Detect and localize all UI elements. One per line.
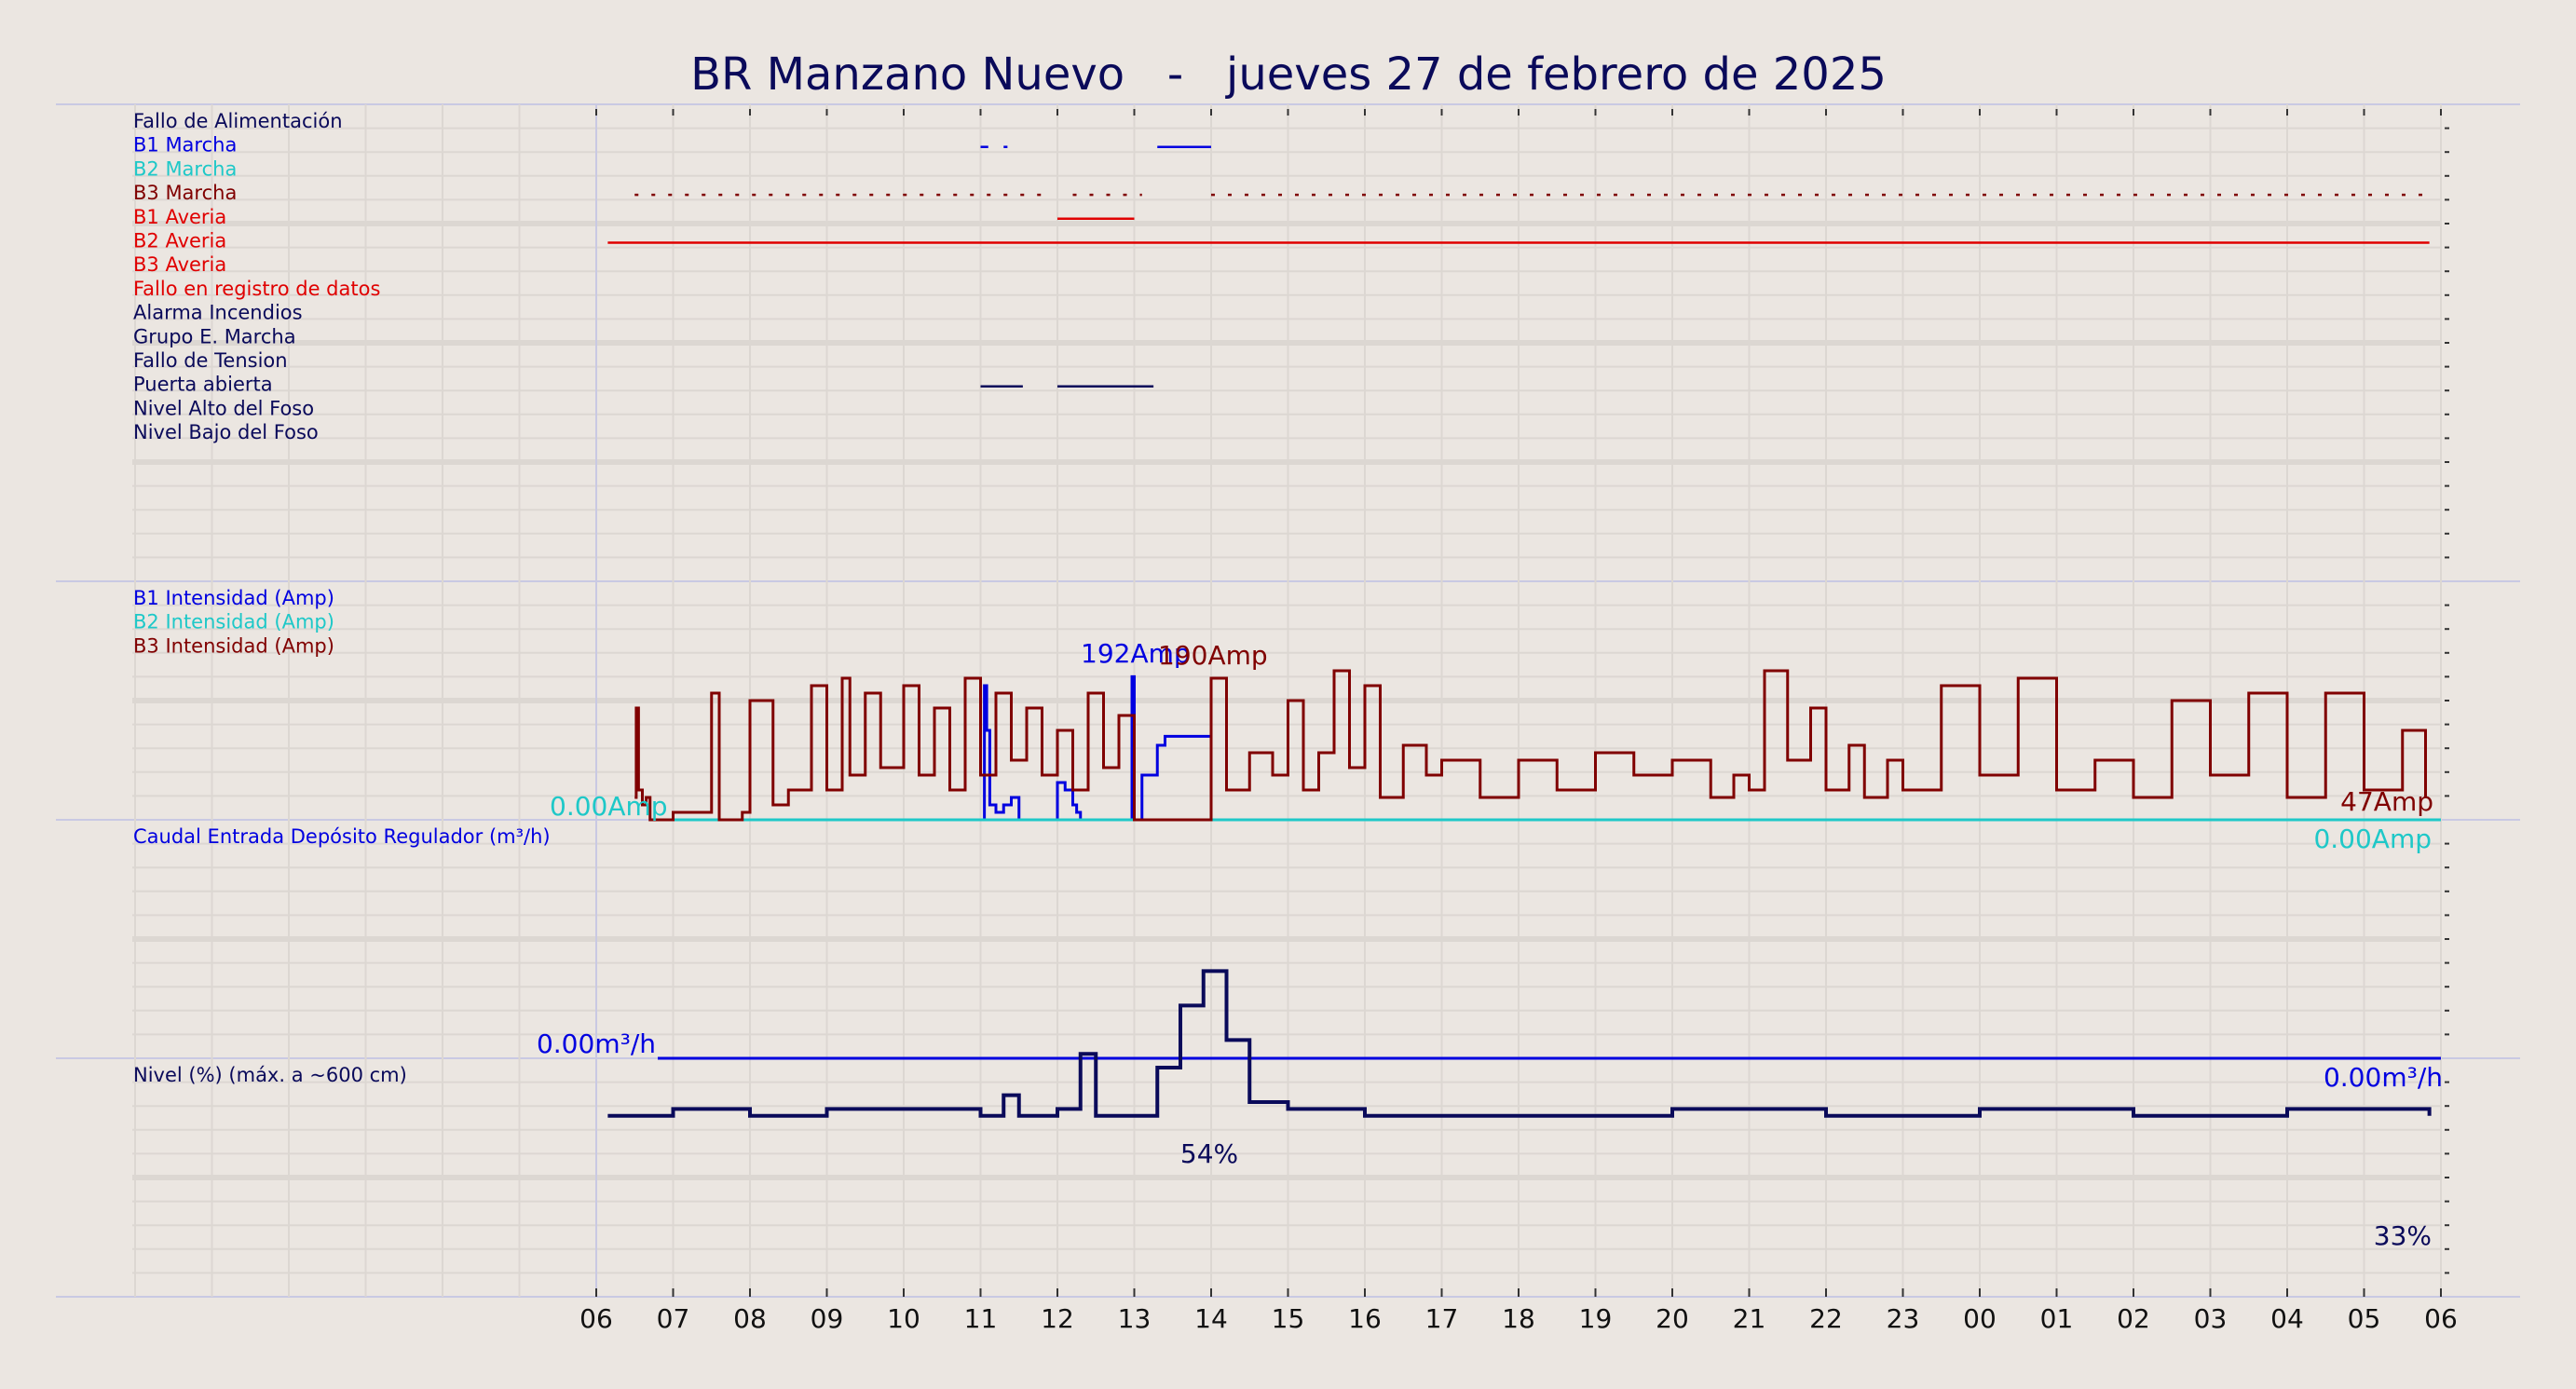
x-tick-label: 00 bbox=[1963, 1303, 1997, 1334]
legend-label: B2 Marcha bbox=[133, 157, 237, 180]
data-label: 54% bbox=[1180, 1138, 1238, 1169]
data-label: 190Amp bbox=[1158, 640, 1268, 671]
x-tick-label: 01 bbox=[2040, 1303, 2074, 1334]
legend-label: B2 Averia bbox=[133, 230, 226, 252]
x-tick-label: 18 bbox=[1502, 1303, 1535, 1334]
x-tick-label: 05 bbox=[2348, 1303, 2381, 1334]
legend-label: B3 Intensidad (Amp) bbox=[133, 634, 334, 657]
legend-label: B1 Averia bbox=[133, 206, 226, 228]
legend-label: Caudal Entrada Depósito Regulador (m³/h) bbox=[133, 825, 551, 848]
legend-label: B3 Averia bbox=[133, 253, 226, 276]
data-label: 33% bbox=[2374, 1220, 2432, 1251]
legend-label: Nivel Alto del Foso bbox=[133, 397, 314, 419]
x-tick-label: 20 bbox=[1656, 1303, 1689, 1334]
data-label: 0.00Amp bbox=[2313, 824, 2432, 854]
legend-label: Grupo E. Marcha bbox=[133, 325, 296, 347]
legend-label: Alarma Incendios bbox=[133, 302, 303, 324]
x-tick-label: 14 bbox=[1194, 1303, 1228, 1334]
legend-label: Nivel Bajo del Foso bbox=[133, 421, 319, 443]
x-tick-label: 10 bbox=[887, 1303, 920, 1334]
x-tick-label: 04 bbox=[2270, 1303, 2304, 1334]
x-tick-label: 06 bbox=[579, 1303, 613, 1334]
x-tick-label: 21 bbox=[1733, 1303, 1766, 1334]
intensidad-panel: B1 Intensidad (Amp)B2 Intensidad (Amp)B3… bbox=[133, 587, 2441, 854]
series-line bbox=[607, 969, 2432, 1118]
x-tick-label: 15 bbox=[1272, 1303, 1305, 1334]
x-tick-label: 06 bbox=[2424, 1303, 2458, 1334]
legend-label: Puerta abierta bbox=[133, 374, 273, 396]
caudal-panel: Caudal Entrada Depósito Regulador (m³/h)… bbox=[133, 825, 2443, 1093]
legend-label: Fallo de Alimentación bbox=[133, 110, 343, 132]
x-tick-label: 19 bbox=[1579, 1303, 1613, 1334]
x-tick-label: 13 bbox=[1118, 1303, 1152, 1334]
series-line bbox=[980, 674, 1213, 822]
x-tick-label: 03 bbox=[2194, 1303, 2228, 1334]
chart-title: BR Manzano Nuevo - jueves 27 de febrero … bbox=[690, 48, 1887, 101]
nivel-panel: Nivel (%) (máx. a ~600 cm) 54% 33% bbox=[133, 969, 2432, 1251]
x-tick-label: 08 bbox=[733, 1303, 767, 1334]
x-tick-label: 17 bbox=[1425, 1303, 1459, 1334]
x-tick-label: 22 bbox=[1809, 1303, 1843, 1334]
data-label: 47Amp bbox=[2340, 786, 2433, 817]
legend-label: Fallo en registro de datos bbox=[133, 278, 380, 300]
x-tick-label: 12 bbox=[1041, 1303, 1074, 1334]
x-tick-label: 09 bbox=[811, 1303, 844, 1334]
data-label: 0.00m³/h bbox=[537, 1028, 656, 1059]
data-label: 192Amp bbox=[1081, 638, 1191, 669]
x-tick-label: 11 bbox=[964, 1303, 998, 1334]
x-tick-label: 16 bbox=[1348, 1303, 1382, 1334]
legend-label: Fallo de Tension bbox=[133, 349, 288, 372]
legend-label: B3 Marcha bbox=[133, 182, 237, 204]
legend-label: B2 Intensidad (Amp) bbox=[133, 611, 334, 633]
legend-label: B1 Marcha bbox=[133, 134, 237, 157]
x-axis: 06 07 08 09 10 11 12 13 14 15 16 17 18 19 20 21 22 23 00 01… bbox=[579, 1288, 2458, 1334]
x-tick-label: 23 bbox=[1887, 1303, 1920, 1334]
series-line bbox=[634, 669, 2427, 822]
legend-label: Nivel (%) (máx. a ~600 cm) bbox=[133, 1064, 407, 1086]
legend-label: B1 Intensidad (Amp) bbox=[133, 587, 334, 609]
x-tick-label: 07 bbox=[657, 1303, 690, 1334]
data-label: 0.00Amp bbox=[550, 791, 668, 822]
data-label: 0.00m³/h bbox=[2324, 1062, 2443, 1093]
x-tick-label: 02 bbox=[2117, 1303, 2150, 1334]
